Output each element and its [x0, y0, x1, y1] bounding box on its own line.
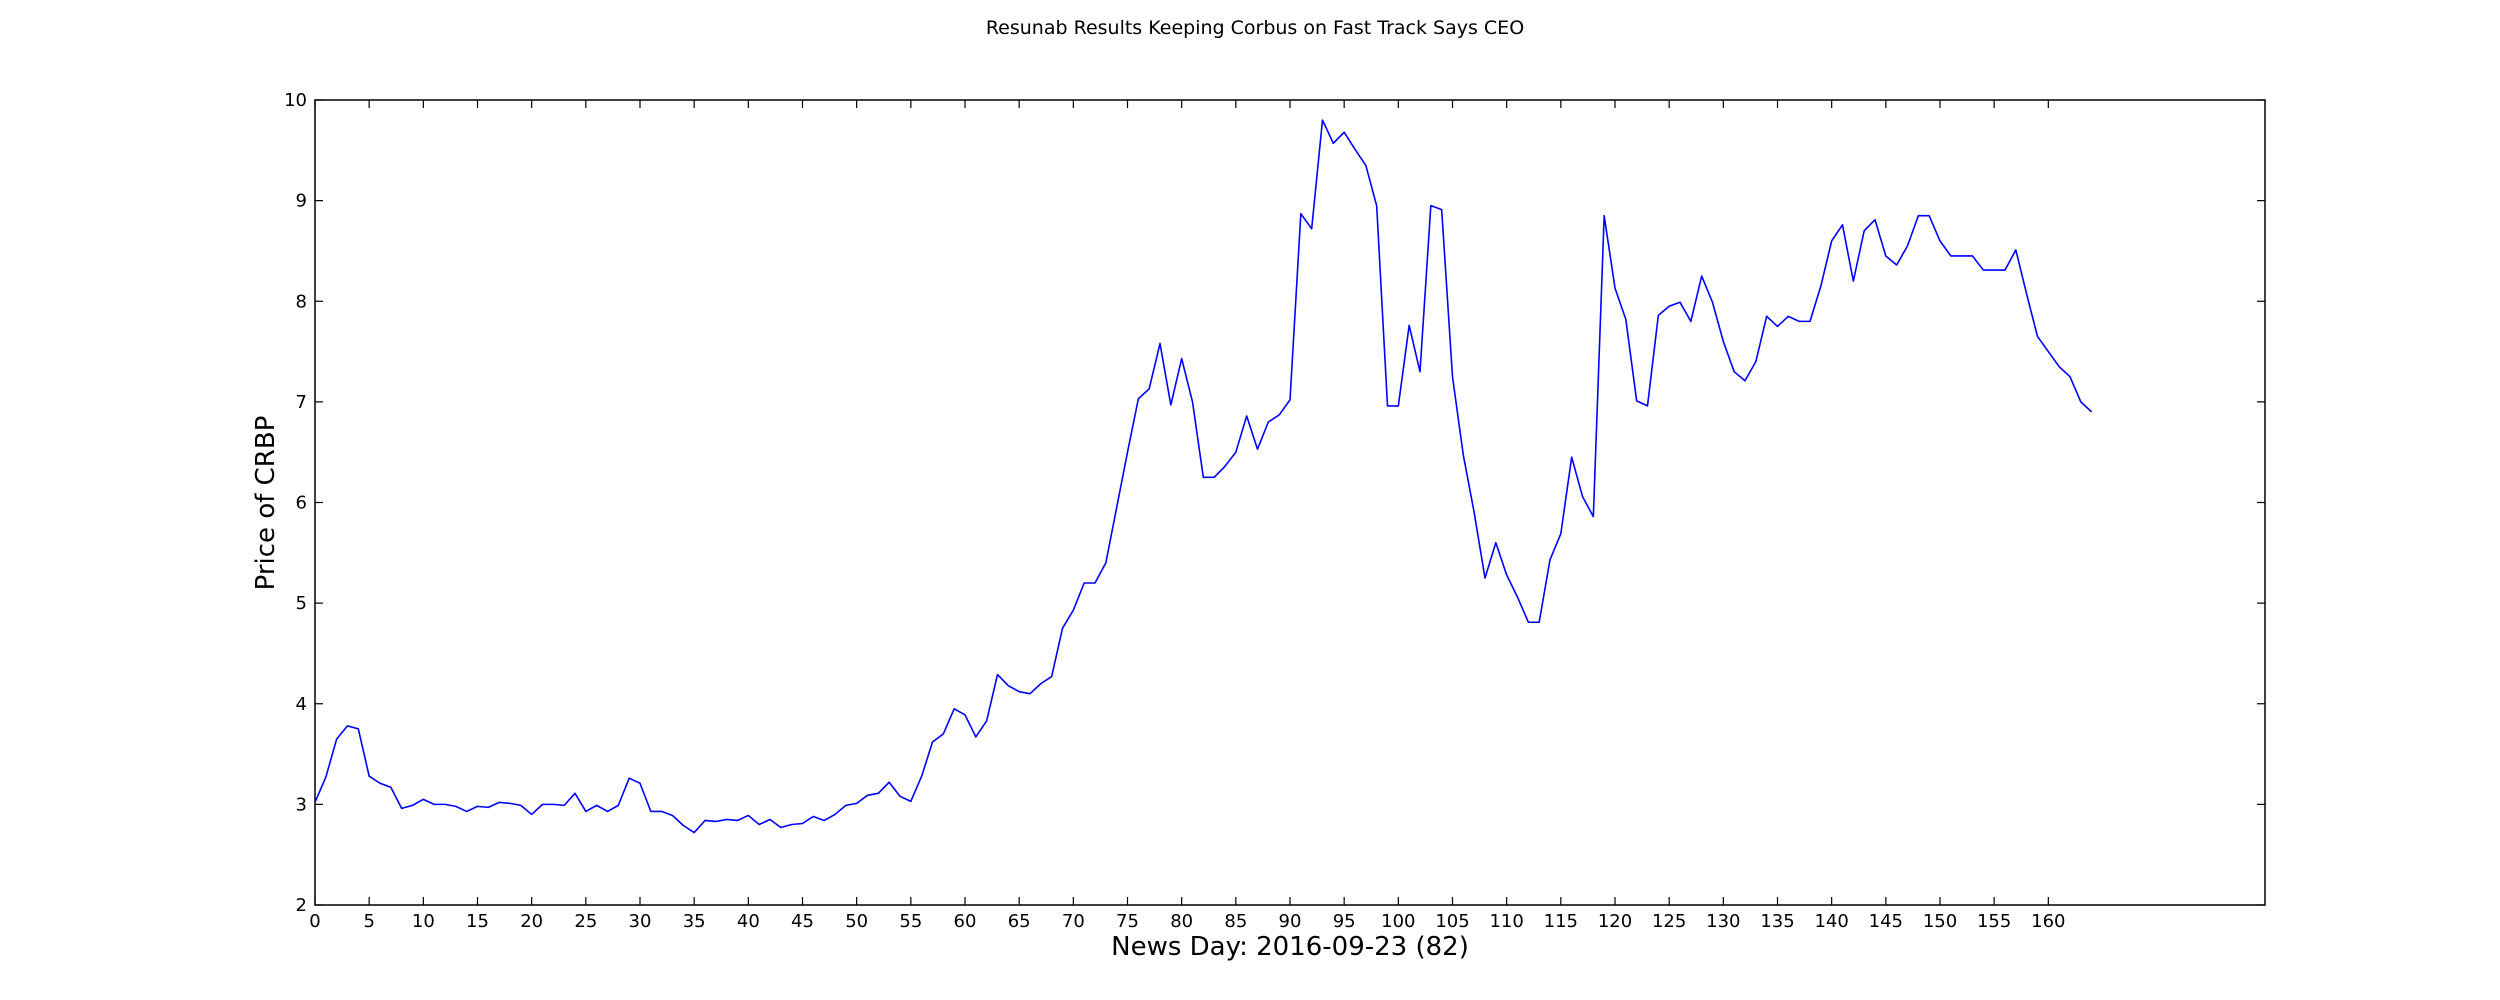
- chart-title: Resunab Results Keeping Corbus on Fast T…: [986, 17, 1524, 39]
- x-tick-label: 95: [1333, 911, 1356, 932]
- x-tick-label: 155: [1977, 911, 2011, 932]
- x-tick-label: 0: [309, 911, 320, 932]
- x-tick-label: 150: [1923, 911, 1957, 932]
- x-axis-ticks: 0 5 10 15 20 25 30 35 40 45 50 55 60 65 70 75 80 85 90 95 10…: [309, 100, 2066, 932]
- x-tick-label: 135: [1760, 911, 1794, 932]
- y-tick-label: 6: [296, 493, 307, 514]
- x-tick-label: 25: [574, 911, 597, 932]
- y-axis-ticks: 2 3 4 5 6 7 8 9 10: [284, 90, 2265, 916]
- x-tick-label: 145: [1869, 911, 1903, 932]
- x-tick-label: 125: [1652, 911, 1686, 932]
- x-axis-label: News Day: 2016-09-23 (82): [1111, 932, 1469, 962]
- x-tick-label: 100: [1381, 911, 1415, 932]
- x-tick-label: 40: [737, 911, 760, 932]
- plot-area-frame: [314, 99, 2266, 906]
- x-tick-label: 50: [845, 911, 868, 932]
- x-tick-label: 65: [1008, 911, 1031, 932]
- x-tick-label: 10: [412, 911, 435, 932]
- x-tick-label: 115: [1544, 911, 1578, 932]
- x-tick-label: 45: [791, 911, 814, 932]
- y-tick-label: 3: [296, 794, 307, 815]
- x-tick-label: 140: [1814, 911, 1848, 932]
- x-tick-label: 130: [1706, 911, 1740, 932]
- x-tick-label: 60: [954, 911, 977, 932]
- x-tick-label: 105: [1435, 911, 1469, 932]
- y-tick-label: 5: [296, 593, 307, 614]
- x-tick-label: 20: [520, 911, 543, 932]
- x-tick-label: 5: [363, 911, 374, 932]
- x-tick-label: 15: [466, 911, 489, 932]
- y-tick-label: 8: [296, 291, 307, 312]
- x-tick-label: 70: [1062, 911, 1085, 932]
- x-tick-label: 85: [1224, 911, 1247, 932]
- x-tick-label: 110: [1489, 911, 1523, 932]
- y-tick-label: 7: [296, 392, 307, 413]
- y-tick-label: 9: [296, 191, 307, 212]
- x-tick-label: 90: [1279, 911, 1302, 932]
- x-tick-label: 80: [1170, 911, 1193, 932]
- x-tick-label: 35: [683, 911, 706, 932]
- x-tick-label: 30: [629, 911, 652, 932]
- x-tick-label: 75: [1116, 911, 1139, 932]
- x-tick-label: 120: [1598, 911, 1632, 932]
- y-tick-label: 2: [296, 895, 307, 916]
- y-tick-label: 4: [296, 694, 307, 715]
- y-tick-label: 10: [284, 90, 307, 111]
- x-tick-label: 55: [899, 911, 922, 932]
- y-axis-label: Price of CRBP: [251, 416, 281, 591]
- x-tick-label: 160: [2031, 911, 2065, 932]
- price-series-line: [314, 119, 2093, 834]
